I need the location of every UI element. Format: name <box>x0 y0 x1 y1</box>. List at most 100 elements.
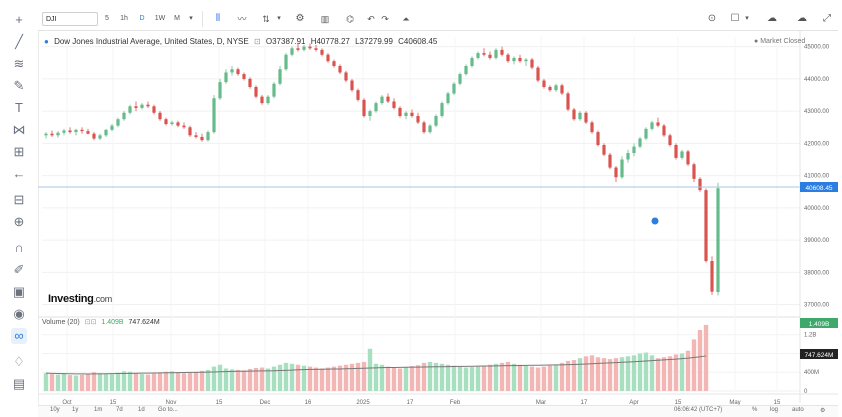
auto-toggle[interactable]: auto <box>792 407 804 413</box>
candle-body <box>578 112 582 120</box>
line-chart-icon[interactable]: 〰 <box>237 14 247 24</box>
lock-icon[interactable]: ▣ <box>12 284 26 299</box>
candle-body <box>374 103 378 112</box>
volume-bar <box>583 356 589 391</box>
symbol-search-input[interactable]: DJI <box>42 12 98 26</box>
bottom-settings-icon[interactable]: ⚙ <box>820 408 826 414</box>
candle-body <box>92 133 96 139</box>
measure-tool-icon[interactable]: ⊞ <box>13 144 25 159</box>
fib-tool-icon[interactable]: ≋ <box>13 56 25 71</box>
chart-legend: ● Dow Jones Industrial Average, United S… <box>44 37 440 49</box>
candles-icon[interactable]: ⫴ <box>215 13 221 24</box>
range-1d-button[interactable]: 1d <box>138 407 145 413</box>
log-toggle[interactable]: log <box>770 407 779 413</box>
candle-body <box>632 146 636 154</box>
indicators-icon[interactable]: ▥ <box>320 14 330 24</box>
candle-body <box>380 96 384 104</box>
volume-settings-icon[interactable]: ⊡⊡ <box>84 319 97 326</box>
camera-icon[interactable]: ⊙ <box>707 13 717 24</box>
layout-box-icon[interactable]: ☐ <box>730 13 740 24</box>
candle-body <box>338 66 342 73</box>
candle-body <box>152 106 156 113</box>
range-10y-button[interactable]: 10y <box>50 407 60 413</box>
last-price-marker <box>800 182 838 192</box>
time-tick-label: Apr <box>629 400 638 406</box>
range-1m-button[interactable]: 1m <box>94 407 103 413</box>
legend-low: L37279.99 <box>355 37 393 46</box>
bulb-icon[interactable]: ♢ <box>13 354 25 369</box>
candle-body <box>410 112 414 116</box>
volume-bar <box>169 371 175 391</box>
volume-tick-label: 400M <box>804 370 819 376</box>
layout-dropdown-icon[interactable]: ▾ <box>745 15 749 22</box>
undo-icon[interactable]: ↶ <box>367 14 375 24</box>
compare-dropdown-icon[interactable]: ▾ <box>277 15 281 22</box>
percent-toggle[interactable]: % <box>752 407 758 413</box>
volume-bar <box>457 366 463 391</box>
back-arrow-icon[interactable]: ← <box>12 166 26 181</box>
volume-bar <box>523 365 529 391</box>
pattern-tool-icon[interactable]: ⋈ <box>12 122 26 137</box>
trash-icon[interactable]: ▤ <box>12 376 26 391</box>
candle-body <box>284 54 288 70</box>
cloud-download-icon[interactable]: ☁ <box>767 13 777 24</box>
eye-icon[interactable]: ◉ <box>13 306 25 321</box>
zoom-icon[interactable]: ⊕ <box>13 214 25 229</box>
redo-icon[interactable]: ↷ <box>381 14 389 24</box>
volume-bar <box>145 374 151 391</box>
lock-drawing-icon[interactable]: ✐ <box>13 262 25 277</box>
volume-bar <box>685 350 691 391</box>
legend-settings-icon[interactable]: ⊡ <box>253 37 261 46</box>
volume-bar <box>655 358 661 391</box>
text-tool-icon[interactable]: T <box>15 100 23 115</box>
interval-dropdown-icon[interactable]: ▾ <box>189 15 193 22</box>
brush-icon[interactable]: ✎ <box>13 78 25 93</box>
interval-5-button[interactable]: 5 <box>105 15 109 22</box>
volume-bar <box>157 372 163 391</box>
alert-icon[interactable]: ⏶ <box>402 14 410 24</box>
candle-body <box>602 144 606 155</box>
volume-bar <box>589 355 595 391</box>
candle-body <box>644 128 648 139</box>
interval-1h-button[interactable]: 1h <box>120 15 128 22</box>
candle-body <box>392 101 396 108</box>
crosshair-icon[interactable]: + <box>15 12 23 27</box>
legend-close: C40608.45 <box>398 37 438 46</box>
volume-bar <box>649 355 655 391</box>
candle-body <box>596 132 600 145</box>
volume-bar <box>673 354 679 391</box>
volume-bar <box>295 364 301 391</box>
candle-body <box>686 151 690 165</box>
volume-bar <box>601 358 607 391</box>
volume-bar <box>445 364 451 391</box>
price-chart[interactable]: 45000.00 44000.00 43000.00 42000.00 41000.00… <box>38 31 838 416</box>
go-to-button[interactable]: Go to... <box>158 407 178 413</box>
interval-d-button[interactable]: D <box>139 15 145 22</box>
volume-bar <box>487 364 493 391</box>
fullscreen-icon[interactable]: ⤢ <box>823 13 831 24</box>
price-tick-label: 37000.00 <box>804 303 830 309</box>
cloud-upload-icon[interactable]: ☁ <box>797 13 807 24</box>
candle-body <box>608 154 612 168</box>
candle-body <box>176 122 180 126</box>
investing-logo: Investing.com <box>48 293 112 305</box>
magnet-icon[interactable]: ∩ <box>14 240 24 255</box>
candle-body <box>344 72 348 81</box>
range-7d-button[interactable]: 7d <box>116 407 123 413</box>
settings-gear-icon[interactable]: ⚙ <box>295 13 305 24</box>
top-toolbar: DJI 5 1h D 1W M ▾ ⫴ 〰 ⇅ ▾ ⚙ ▥ ⌬ ↶ ↷ ⏶ ⊙ … <box>38 8 838 31</box>
volume-bar <box>409 366 415 391</box>
interval-1w-button[interactable]: 1W <box>154 15 166 22</box>
time-tick-label: 15 <box>675 400 682 406</box>
price-tick-label: 44000.00 <box>804 77 830 83</box>
link-icon[interactable]: ∞ <box>11 328 27 344</box>
interval-m-button[interactable]: M <box>174 15 180 22</box>
compare-icon[interactable]: ⇅ <box>262 14 270 24</box>
trend-line-icon[interactable]: ╱ <box>15 34 23 49</box>
time-tick-label: May <box>729 400 740 406</box>
ruler-icon[interactable]: ⊟ <box>13 192 25 207</box>
templates-icon[interactable]: ⌬ <box>346 14 354 24</box>
range-1y-button[interactable]: 1y <box>72 407 79 413</box>
last-volume-label: 1.409B <box>809 321 830 328</box>
